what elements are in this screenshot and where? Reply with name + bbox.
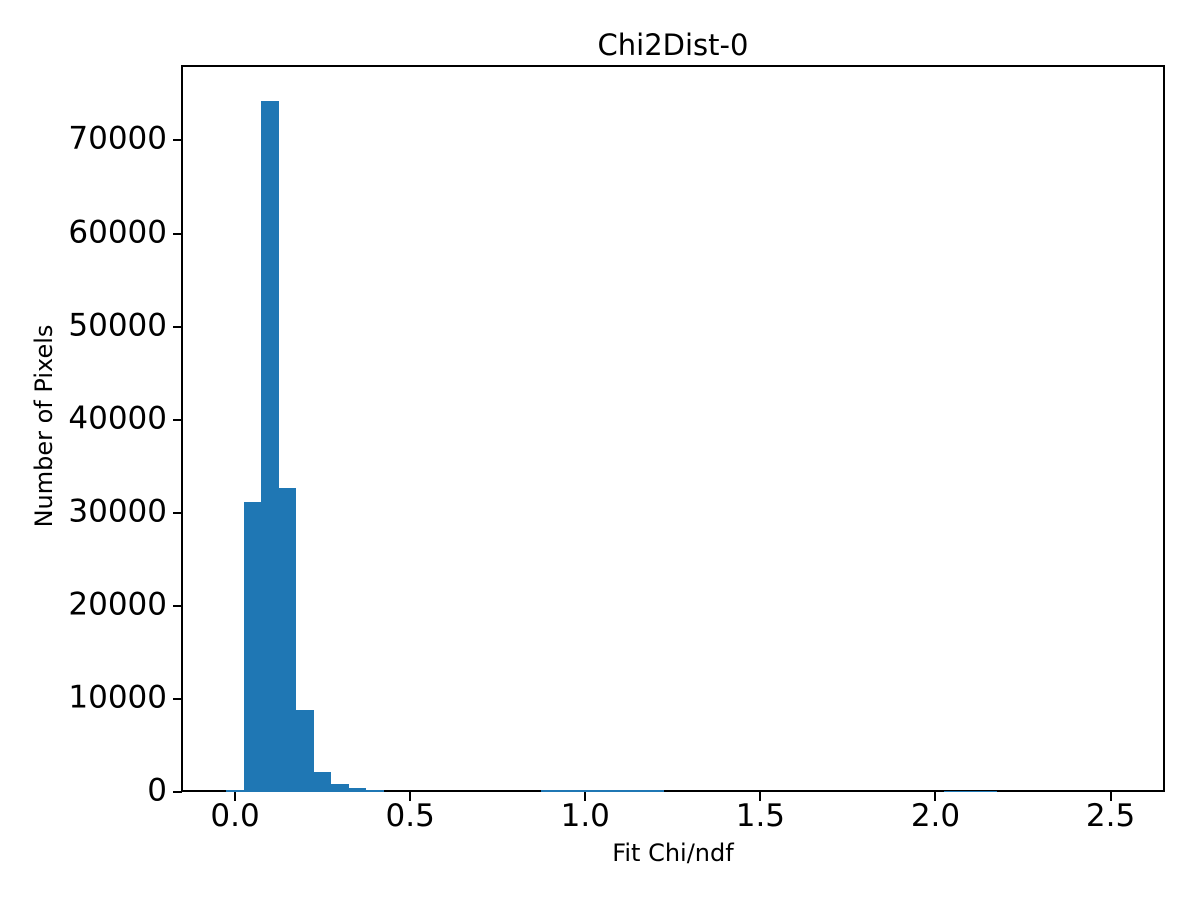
histogram-bar [366, 790, 384, 792]
x-tick-label: 1.5 [735, 798, 786, 834]
histogram-bar [646, 790, 665, 792]
y-axis-label: Number of Pixels [30, 324, 58, 528]
y-tick [173, 139, 182, 142]
histogram-bar [261, 101, 279, 792]
histogram-bar [961, 790, 980, 792]
plot-area [181, 65, 1165, 792]
y-tick [173, 791, 182, 793]
y-tick-label: 20000 [68, 586, 167, 623]
histogram-bar [979, 790, 997, 792]
y-tick [173, 697, 182, 700]
histogram-bar [296, 710, 314, 792]
histogram-bar [576, 790, 595, 792]
x-tick-label: 0.5 [385, 798, 435, 834]
histogram-bar [313, 772, 332, 792]
y-tick-label: 0 [147, 772, 167, 809]
x-tick [759, 792, 762, 801]
x-tick [1109, 792, 1112, 801]
y-tick [173, 418, 182, 421]
y-tick-label: 70000 [68, 120, 167, 157]
bars-layer [182, 66, 1164, 792]
y-tick-label: 10000 [68, 679, 167, 716]
x-tick [409, 792, 412, 801]
x-tick-label: 1.0 [560, 798, 610, 834]
chart-title: Chi2Dist-0 [597, 28, 749, 62]
x-tick [234, 792, 237, 801]
y-tick [173, 604, 182, 607]
y-tick [173, 511, 182, 514]
histogram-bar [594, 790, 612, 792]
x-tick [584, 792, 587, 801]
x-axis-label: Fit Chi/ndf [612, 839, 734, 867]
x-tick-label: 2.0 [910, 798, 961, 834]
x-tick-label: 0.0 [210, 798, 260, 834]
histogram-bar [559, 790, 577, 792]
y-tick-label: 40000 [68, 400, 167, 437]
histogram-bar [611, 790, 630, 792]
x-tick-label: 2.5 [1085, 798, 1136, 834]
histogram-bar [243, 501, 262, 792]
histogram-bar [629, 790, 647, 792]
y-tick [173, 232, 182, 235]
histogram-bar [541, 790, 559, 792]
y-tick-label: 60000 [68, 213, 167, 250]
histogram-bar [944, 790, 962, 792]
y-tick-label: 50000 [68, 307, 167, 344]
x-tick [934, 792, 937, 801]
histogram-bar [331, 784, 349, 792]
y-tick-label: 30000 [68, 493, 167, 530]
histogram-bar [226, 789, 244, 792]
histogram-bar [348, 788, 367, 792]
histogram-bar [278, 487, 297, 792]
y-tick [173, 325, 182, 328]
